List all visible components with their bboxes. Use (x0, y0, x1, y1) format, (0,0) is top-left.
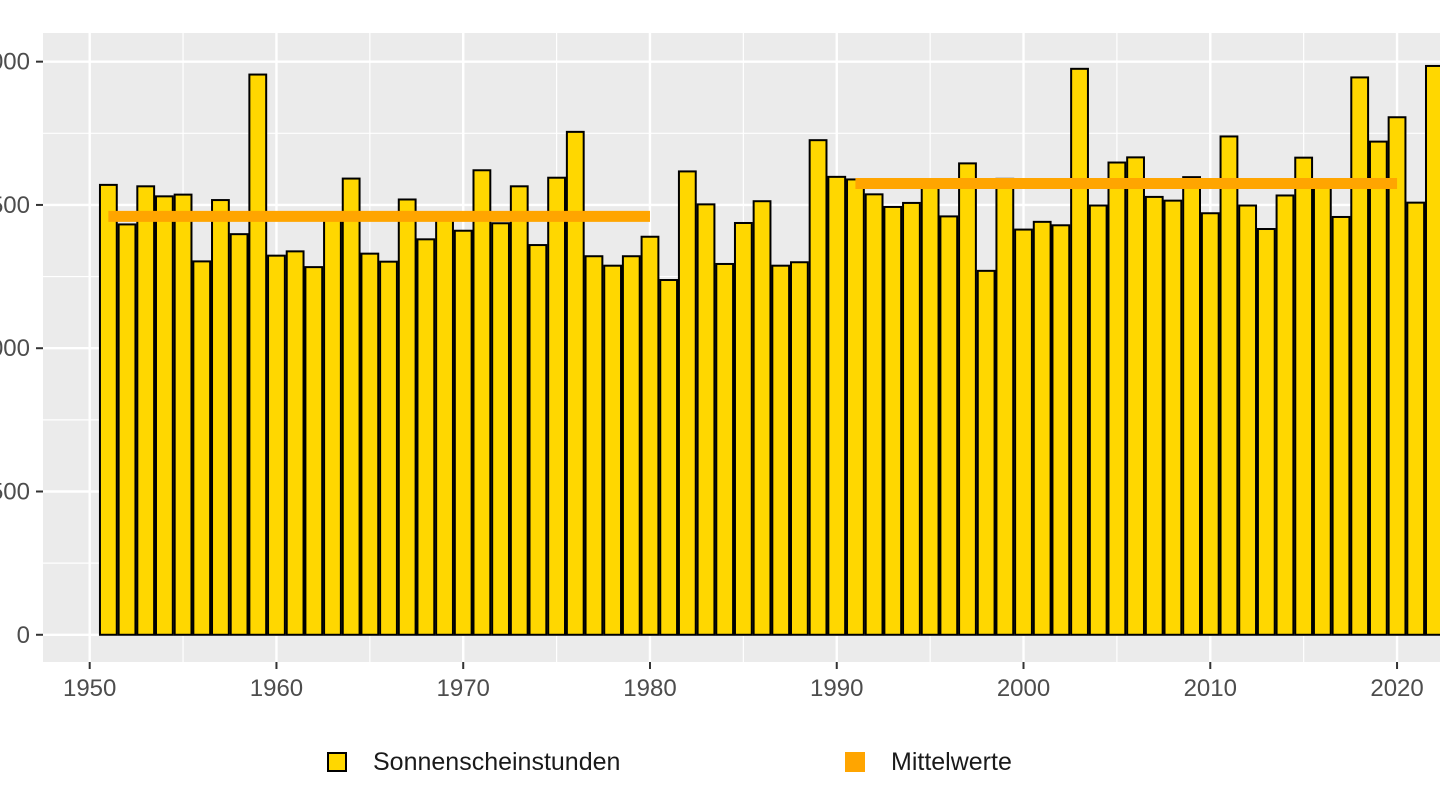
y-tick-label-1000: 1000 (0, 335, 30, 362)
bars (98, 64, 1440, 636)
x-tick-label-2000: 2000 (997, 675, 1050, 702)
bar-2022 (1424, 64, 1440, 636)
legend-key-mean-swatch (845, 752, 865, 772)
bar-1961 (285, 250, 305, 636)
bar-2005 (1107, 161, 1127, 636)
bar-2001 (1032, 220, 1052, 636)
bar-2020 (1387, 116, 1407, 636)
bar-1985 (733, 221, 753, 636)
x-tick-label-2010: 2010 (1184, 675, 1237, 702)
bar-1986 (752, 200, 772, 636)
bar-2021 (1406, 201, 1426, 636)
bar-1954 (154, 195, 174, 636)
bar-1969 (435, 216, 454, 636)
bar-1958 (229, 233, 249, 636)
bar-1995 (920, 181, 940, 636)
x-tick-label-1990: 1990 (810, 675, 863, 702)
bar-2008 (1163, 199, 1183, 636)
bar-2006 (1126, 156, 1145, 636)
bar-1960 (267, 254, 286, 636)
bar-1965 (360, 252, 380, 636)
bar-1992 (864, 193, 884, 636)
sunshine-hours-chart: 1950 1960 1970 1980 1990 2000 2010 2020 0 500 1000… (0, 33, 1440, 702)
bar-2015 (1294, 156, 1314, 636)
x-tick-label-1980: 1980 (623, 675, 676, 702)
bar-1953 (136, 185, 156, 636)
bar-1977 (584, 255, 604, 636)
x-tick-label-2020: 2020 (1370, 675, 1423, 702)
bar-1997 (958, 162, 977, 636)
bar-1959 (248, 73, 268, 636)
bar-2018 (1350, 76, 1370, 636)
x-tick-label-1950: 1950 (63, 675, 116, 702)
bar-2010 (1200, 212, 1220, 636)
legend-key-bar-swatch (327, 752, 347, 772)
bar-1989 (808, 139, 828, 636)
bar-1990 (827, 175, 847, 636)
bar-2019 (1368, 140, 1388, 636)
bar-1998 (976, 269, 996, 636)
bar-1968 (416, 238, 436, 636)
bar-1952 (117, 223, 137, 636)
bar-2009 (1182, 176, 1202, 636)
bar-1951 (98, 183, 118, 636)
bar-1988 (789, 261, 809, 636)
x-tick-label-1960: 1960 (250, 675, 303, 702)
legend: Sonnenscheinstunden Mittelwerte (0, 740, 1440, 784)
bar-1999 (995, 177, 1015, 636)
bar-2012 (1238, 204, 1258, 636)
bar-2002 (1051, 224, 1071, 636)
bar-1984 (715, 262, 735, 636)
legend-label-sonnenscheinstunden: Sonnenscheinstunden (373, 747, 621, 776)
bar-2007 (1144, 195, 1164, 636)
bar-1979 (621, 255, 641, 636)
bar-1991 (846, 178, 865, 636)
bar-1981 (659, 279, 679, 636)
bar-1996 (939, 215, 959, 636)
bar-1982 (677, 170, 697, 636)
bar-1993 (883, 205, 903, 636)
bar-1976 (565, 130, 585, 636)
bar-2017 (1331, 215, 1351, 636)
bar-1966 (379, 260, 398, 636)
bar-2004 (1088, 204, 1108, 636)
y-tick-label-2000: 2000 (0, 49, 30, 76)
bar-1962 (304, 266, 324, 636)
y-tick-label-0: 0 (17, 622, 30, 649)
bar-1983 (696, 203, 716, 636)
bar-1957 (211, 199, 230, 636)
y-tick-label-1500: 1500 (0, 192, 30, 219)
bar-1955 (173, 193, 193, 636)
legend-item-sonnenscheinstunden: Sonnenscheinstunden (327, 740, 620, 784)
bar-2016 (1312, 181, 1332, 636)
bar-2000 (1014, 228, 1033, 636)
bar-2003 (1070, 67, 1089, 636)
bar-1974 (528, 244, 548, 636)
bar-1964 (341, 177, 361, 636)
bar-1967 (397, 198, 417, 636)
bar-1963 (323, 216, 342, 636)
y-tick-label-500: 500 (0, 478, 30, 505)
bar-1956 (192, 260, 212, 636)
bar-1971 (472, 169, 492, 636)
mean-lines (108, 177, 1398, 222)
legend-item-mittelwerte: Mittelwerte (845, 740, 1012, 784)
bar-1978 (603, 264, 623, 636)
legend-label-mittelwerte: Mittelwerte (891, 747, 1012, 776)
bar-2014 (1275, 194, 1295, 636)
bar-1980 (640, 235, 660, 636)
bar-2011 (1219, 135, 1239, 636)
axes: 1950 1960 1970 1980 1990 2000 2010 2020 0 500 1000… (0, 49, 1424, 702)
x-tick-label-1970: 1970 (437, 675, 490, 702)
bar-2013 (1256, 228, 1276, 636)
bar-1987 (771, 264, 791, 636)
bar-1972 (491, 222, 510, 636)
bar-1975 (547, 176, 567, 636)
bar-1994 (902, 201, 921, 636)
bar-1970 (453, 229, 473, 636)
bar-1973 (509, 185, 529, 636)
